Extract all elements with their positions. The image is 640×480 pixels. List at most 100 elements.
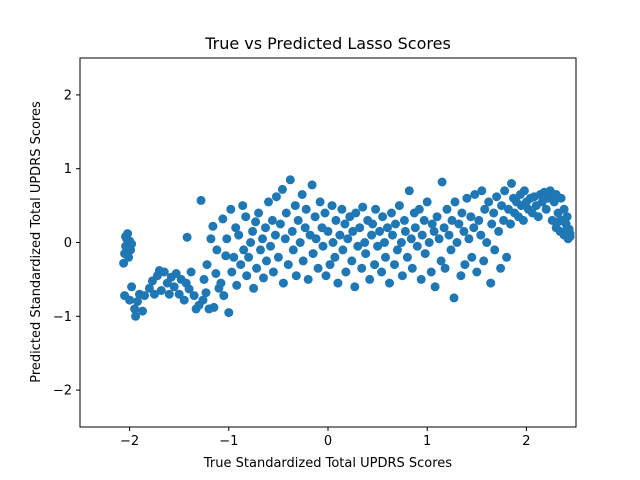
data-point	[186, 267, 196, 277]
data-point	[432, 212, 442, 222]
data-point	[355, 223, 365, 233]
data-point	[562, 212, 572, 222]
data-point	[283, 260, 293, 270]
data-point	[164, 289, 174, 299]
data-point	[171, 269, 181, 278]
data-point	[149, 289, 159, 299]
data-point	[434, 234, 444, 244]
data-point	[377, 267, 387, 277]
data-point	[242, 271, 252, 281]
chart-title: True vs Predicted Lasso Scores	[204, 34, 451, 53]
data-point	[380, 238, 389, 247]
data-point	[533, 212, 543, 222]
y-tick-label: 1	[64, 162, 72, 177]
data-point	[444, 230, 454, 240]
data-point	[370, 260, 380, 270]
data-point	[474, 215, 484, 225]
data-point	[541, 204, 551, 214]
data-point	[553, 217, 563, 227]
data-point	[420, 249, 430, 259]
data-point	[303, 274, 313, 284]
data-point	[412, 241, 422, 251]
data-point	[353, 241, 363, 251]
data-point	[212, 245, 222, 255]
data-point	[565, 229, 575, 239]
y-tick-label: −1	[53, 310, 72, 325]
data-point	[138, 306, 147, 316]
data-point	[295, 238, 305, 247]
data-point	[351, 208, 361, 218]
data-point	[236, 260, 246, 270]
data-point	[119, 258, 129, 268]
x-tick-label: −1	[219, 434, 238, 449]
data-point	[271, 192, 281, 202]
data-point	[476, 230, 486, 240]
x-tick-label: 1	[423, 434, 431, 449]
data-point	[462, 193, 472, 203]
data-point	[489, 208, 499, 218]
data-point	[169, 282, 179, 292]
data-point	[460, 260, 470, 270]
data-point	[440, 263, 450, 273]
data-point	[519, 186, 529, 196]
data-point	[313, 263, 323, 273]
data-point	[439, 223, 449, 233]
data-point	[133, 297, 142, 306]
data-point	[229, 252, 239, 262]
data-point	[256, 245, 265, 255]
data-point	[293, 215, 303, 225]
data-point	[490, 245, 500, 255]
data-point	[328, 238, 338, 247]
data-point	[368, 219, 378, 229]
data-point	[301, 204, 311, 214]
data-points	[119, 175, 575, 321]
data-point	[396, 238, 406, 247]
data-point	[407, 263, 417, 273]
data-point	[338, 245, 348, 255]
data-point	[273, 252, 283, 262]
data-point	[506, 219, 515, 229]
data-point	[464, 234, 474, 244]
data-point	[375, 226, 385, 236]
data-point	[337, 204, 347, 214]
y-tick-label: −2	[53, 384, 72, 399]
data-point	[311, 234, 321, 244]
data-point	[318, 241, 328, 251]
data-point	[234, 230, 244, 240]
data-point	[298, 256, 308, 266]
data-point	[417, 230, 427, 240]
data-point	[248, 226, 258, 236]
data-point	[300, 223, 310, 233]
data-point	[480, 204, 490, 214]
data-point	[402, 252, 412, 262]
data-point	[189, 291, 199, 301]
data-point	[378, 212, 388, 222]
data-point	[357, 263, 367, 273]
data-point	[470, 190, 480, 199]
data-point	[392, 245, 402, 255]
data-point	[249, 283, 259, 293]
data-point	[325, 260, 335, 270]
data-point	[466, 212, 476, 222]
data-point	[268, 267, 278, 277]
data-point	[290, 201, 300, 211]
data-point	[559, 204, 569, 214]
data-point	[467, 252, 477, 262]
data-point	[426, 267, 436, 277]
data-point	[333, 278, 343, 288]
data-point	[264, 197, 273, 207]
data-point	[270, 230, 280, 240]
data-point	[125, 295, 135, 305]
data-point	[238, 201, 248, 211]
data-point	[330, 252, 340, 262]
data-point	[399, 215, 409, 225]
data-point	[307, 180, 317, 190]
data-point	[196, 195, 206, 205]
data-point	[321, 271, 331, 281]
data-point	[457, 208, 467, 218]
data-point	[184, 284, 194, 294]
data-point	[365, 274, 375, 284]
data-point	[221, 251, 231, 261]
data-point	[121, 232, 131, 242]
